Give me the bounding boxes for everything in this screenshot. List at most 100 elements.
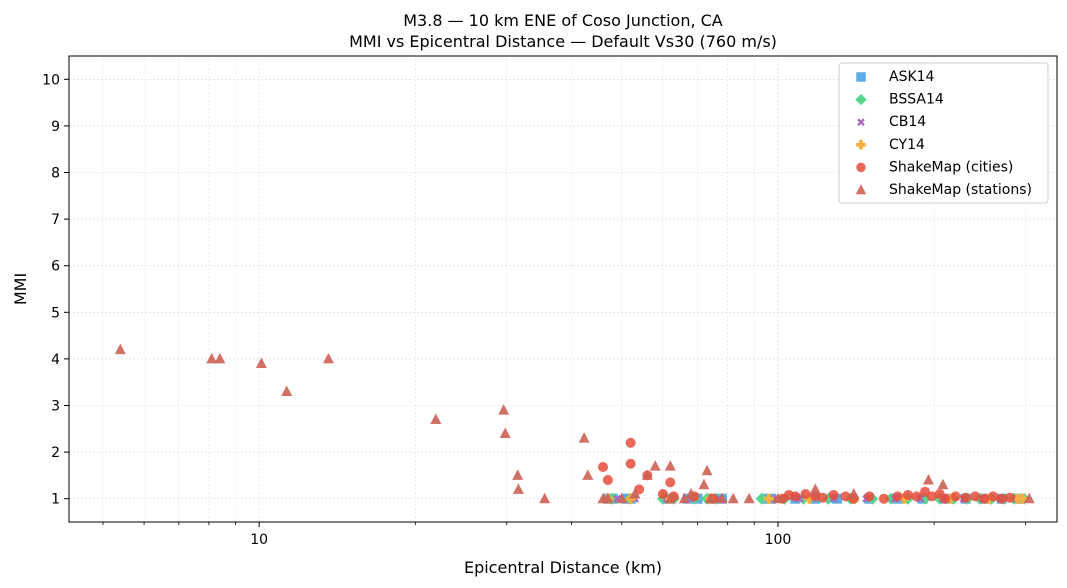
data-point-shakemap-stations xyxy=(512,483,524,494)
series-shakemap-stations xyxy=(114,343,1035,504)
data-point-shakemap-stations xyxy=(498,404,510,415)
data-point-shakemap-stations xyxy=(629,488,641,499)
legend-marker xyxy=(857,118,865,126)
data-point-shakemap-stations xyxy=(664,492,676,504)
legend-marker xyxy=(855,93,867,106)
data-point-shakemap-stations xyxy=(848,488,860,499)
data-point-cy14 xyxy=(804,493,815,504)
y-tick-label: 9 xyxy=(51,119,60,135)
legend-marker xyxy=(856,162,866,173)
data-point-shakemap-stations xyxy=(114,343,126,355)
data-point-shakemap-cities xyxy=(970,491,981,502)
data-point-shakemap-stations xyxy=(582,469,594,480)
data-point-shakemap-stations xyxy=(214,352,226,364)
legend-label: BSSA14 xyxy=(889,92,944,108)
data-point-shakemap-cities xyxy=(950,491,961,502)
data-point-ask14 xyxy=(682,493,693,504)
data-point-cy14 xyxy=(763,493,774,504)
data-point-shakemap-cities xyxy=(828,489,839,500)
data-point-shakemap-cities xyxy=(665,477,676,488)
data-point-cy14 xyxy=(945,493,956,504)
data-point-shakemap-stations xyxy=(616,492,628,504)
data-point-shakemap-cities xyxy=(988,491,999,502)
data-point-shakemap-cities xyxy=(1004,492,1015,503)
data-point-shakemap-cities xyxy=(892,491,903,502)
x-tick-label: 10 xyxy=(250,532,268,548)
data-point-shakemap-cities xyxy=(979,493,990,504)
data-point-ask14 xyxy=(832,493,843,504)
data-point-shakemap-stations xyxy=(743,492,755,504)
chart-subtitle: MMI vs Epicentral Distance — Default Vs3… xyxy=(349,32,777,51)
y-tick-label: 6 xyxy=(51,259,60,275)
legend-box xyxy=(838,62,1049,204)
data-point-shakemap-stations xyxy=(727,492,739,504)
legend-marker xyxy=(855,184,867,195)
data-point-shakemap-stations xyxy=(772,492,784,504)
y-tick-label: 8 xyxy=(51,166,60,182)
data-point-shakemap-cities xyxy=(940,493,951,504)
data-point-shakemap-cities xyxy=(911,491,922,502)
axis-ticks: 1 2 3 4 5 6 7 8 9 10 10 100 xyxy=(42,72,1026,548)
legend: ASK14 BSSA14 CB14 CY14 ShakeMap (cities) Shak… xyxy=(838,62,1049,204)
legend-label: ShakeMap (cities) xyxy=(889,159,1013,175)
data-points xyxy=(114,343,1035,505)
data-point-shakemap-stations xyxy=(499,427,511,438)
data-point-shakemap-cities xyxy=(817,492,828,503)
data-point-shakemap-stations xyxy=(649,460,661,471)
data-point-shakemap-stations xyxy=(578,432,590,443)
legend-label: CY14 xyxy=(889,137,925,153)
data-point-shakemap-cities xyxy=(864,491,875,502)
data-point-shakemap-cities xyxy=(840,491,851,502)
data-point-shakemap-cities xyxy=(960,492,971,503)
plot-frame xyxy=(68,55,1058,523)
data-point-shakemap-cities xyxy=(996,493,1007,504)
data-point-shakemap-stations xyxy=(512,469,524,480)
data-point-shakemap-stations xyxy=(716,492,728,504)
y-tick-label: 5 xyxy=(51,305,60,321)
data-point-shakemap-stations xyxy=(641,469,653,480)
data-point-shakemap-cities xyxy=(657,489,668,500)
chart-title: M3.8 — 10 km ENE of Coso Junction, CA xyxy=(403,11,723,30)
data-point-shakemap-stations xyxy=(539,492,551,504)
series-shakemap-cities xyxy=(598,437,1015,504)
data-point-shakemap-stations xyxy=(206,352,218,364)
data-point-shakemap-stations xyxy=(937,478,949,490)
legend-marker xyxy=(856,72,866,82)
legend-marker xyxy=(856,140,866,150)
y-axis-label: MMI xyxy=(11,273,30,305)
data-point-shakemap-cities xyxy=(598,462,609,473)
data-point-bssa14 xyxy=(755,492,768,505)
data-point-shakemap-cities xyxy=(878,493,889,504)
data-point-shakemap-stations xyxy=(678,492,690,504)
data-point-cy14 xyxy=(1017,493,1028,504)
data-point-cy14 xyxy=(625,493,636,504)
data-point-shakemap-stations xyxy=(685,488,697,499)
y-tick-label: 1 xyxy=(51,492,60,508)
data-point-shakemap-stations xyxy=(602,492,614,504)
data-point-shakemap-stations xyxy=(322,352,334,364)
legend-label: ASK14 xyxy=(889,69,935,85)
legend-label: ShakeMap (stations) xyxy=(889,182,1032,198)
data-point-shakemap-cities xyxy=(926,491,937,502)
x-axis-label: Epicentral Distance (km) xyxy=(464,558,662,577)
y-tick-label: 4 xyxy=(51,352,60,368)
legend-label: CB14 xyxy=(889,114,926,130)
y-tick-label: 7 xyxy=(51,212,60,228)
data-point-shakemap-stations xyxy=(281,385,293,397)
data-point-shakemap-cities xyxy=(625,458,636,469)
y-tick-label: 10 xyxy=(42,72,60,88)
data-point-shakemap-stations xyxy=(704,492,716,504)
data-point-shakemap-cities xyxy=(790,491,801,502)
y-tick-label: 3 xyxy=(51,399,60,415)
y-tick-label: 2 xyxy=(51,445,60,461)
data-point-shakemap-stations xyxy=(255,357,267,369)
data-point-shakemap-stations xyxy=(698,478,710,490)
data-point-shakemap-cities xyxy=(602,475,613,486)
data-point-shakemap-stations xyxy=(809,483,821,494)
data-point-shakemap-cities xyxy=(800,489,811,500)
x-tick-label: 100 xyxy=(765,532,792,548)
data-point-shakemap-stations xyxy=(430,413,442,424)
data-point-shakemap-cities xyxy=(625,437,636,448)
data-point-shakemap-stations xyxy=(922,474,934,485)
